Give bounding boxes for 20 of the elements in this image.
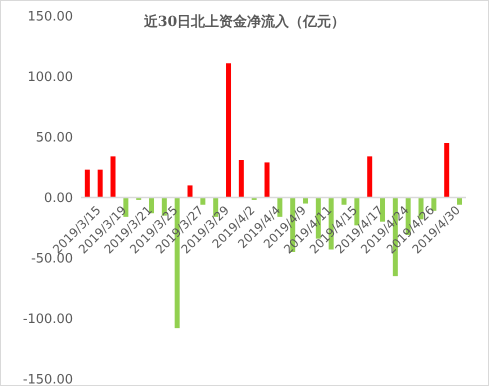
chart-title: 近30日北上资金净流入（亿元） [144, 14, 346, 30]
bar [238, 160, 244, 198]
y-tick-label: 0.00 [44, 191, 73, 206]
bar [188, 185, 193, 198]
bar [84, 170, 90, 198]
bar [110, 156, 116, 198]
bar [444, 143, 450, 198]
bar [457, 198, 462, 205]
bar [367, 156, 372, 198]
bar [264, 162, 270, 198]
bar [98, 170, 103, 198]
y-tick-label: -100.00 [22, 312, 73, 328]
bar [200, 198, 206, 205]
bar [226, 63, 232, 198]
y-tick-label: 150.00 [28, 10, 73, 25]
y-tick-label: -50.00 [31, 252, 73, 267]
bar [342, 198, 347, 205]
y-tick-label: 100.00 [28, 70, 73, 86]
y-tick-label: 50.00 [36, 130, 73, 146]
y-tick-label: -150.00 [22, 372, 73, 388]
